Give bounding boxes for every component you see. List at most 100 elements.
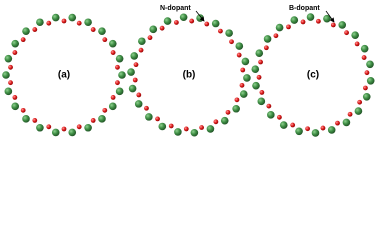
atom-small [357, 99, 363, 105]
atom-small [277, 114, 282, 120]
atom-large [108, 102, 117, 111]
atom-large [128, 84, 137, 93]
atom-small [12, 50, 18, 55]
atom-small [12, 95, 18, 100]
atom-large [255, 49, 264, 57]
atom-large [179, 13, 188, 22]
atom-large [366, 76, 375, 85]
atom-large [118, 71, 126, 79]
atom-small [364, 70, 370, 76]
atom-large [235, 42, 244, 50]
atom-small [330, 22, 336, 28]
atom-large [351, 31, 359, 39]
atom-large [134, 100, 143, 108]
atom-large [2, 71, 10, 79]
atom-large [251, 65, 260, 74]
atom-small [236, 52, 242, 58]
atom-large [68, 13, 77, 22]
atom-small [213, 119, 219, 125]
atom-large [220, 116, 229, 125]
panel-label: (c) [307, 70, 319, 81]
atom-large [257, 97, 266, 106]
atom-small [229, 39, 234, 45]
atom-small [102, 107, 108, 113]
atom-large [327, 126, 336, 134]
atom-small [273, 33, 279, 39]
atom-small [46, 124, 52, 130]
atom-small [110, 95, 116, 100]
atom-small [76, 124, 82, 130]
annotation-arrow [195, 10, 205, 22]
atom-small [46, 20, 52, 26]
annotation: B-dopant [289, 5, 320, 12]
atom-large [163, 17, 172, 25]
atom-small [315, 18, 321, 24]
atom-small [361, 55, 367, 60]
atom-small [115, 64, 120, 70]
atom-small [354, 41, 360, 47]
atom-large [84, 123, 92, 132]
atom-small [320, 125, 326, 131]
atom-small [8, 64, 13, 70]
atom-large [4, 87, 13, 96]
atom-small [61, 126, 67, 132]
atom-large [22, 27, 30, 35]
atom-large [174, 128, 182, 136]
panel-label: (a) [58, 70, 70, 81]
atom-large [263, 35, 272, 43]
atom-large [362, 93, 371, 101]
atom-large [196, 14, 204, 22]
annotation-arrow [325, 10, 335, 23]
atom-small [138, 47, 144, 53]
atom-large [275, 23, 284, 32]
atom-small [239, 82, 245, 88]
atom-small [20, 37, 26, 43]
atom-small [168, 123, 174, 129]
atom-small [189, 18, 195, 24]
atom-small [133, 62, 139, 68]
atom-large [115, 87, 124, 96]
atom-large [22, 115, 30, 123]
atom-small [183, 126, 189, 132]
atom-large [98, 27, 106, 35]
atom-small [234, 97, 240, 103]
atom-large [158, 122, 167, 131]
atom-large [68, 128, 77, 137]
atom-large [243, 74, 251, 82]
atom-large [108, 39, 117, 48]
atom-small [144, 105, 149, 111]
atom-small [136, 92, 142, 98]
atom-large [225, 29, 233, 37]
rings [2, 13, 375, 137]
atom-small [335, 120, 340, 126]
atom-large [36, 18, 44, 27]
atom-large [138, 37, 146, 46]
atom-large [290, 16, 299, 24]
atom-small [240, 67, 246, 73]
atom-large [306, 13, 315, 21]
atom-small [286, 24, 291, 30]
atom-small [256, 74, 262, 80]
atom-large [36, 123, 44, 132]
atom-large [354, 107, 363, 115]
annotation: N-dopant [160, 5, 191, 12]
atom-large [11, 39, 20, 48]
atom-small [90, 118, 96, 123]
atom-large [267, 111, 275, 119]
atom-small [204, 21, 210, 27]
atom-small [266, 103, 272, 109]
atom-large [239, 90, 248, 98]
atom-large [252, 81, 260, 90]
atom-small [61, 18, 67, 24]
atom-large [4, 54, 13, 63]
atom-small [159, 25, 165, 31]
atom-small [174, 20, 179, 25]
atom-small [147, 35, 153, 41]
atom-large [11, 102, 20, 111]
atom-large [279, 121, 288, 129]
atom-small [20, 107, 26, 113]
atom-small [290, 122, 296, 128]
atom-large [145, 113, 153, 121]
atom-small [199, 125, 205, 130]
atom-large [311, 129, 320, 137]
